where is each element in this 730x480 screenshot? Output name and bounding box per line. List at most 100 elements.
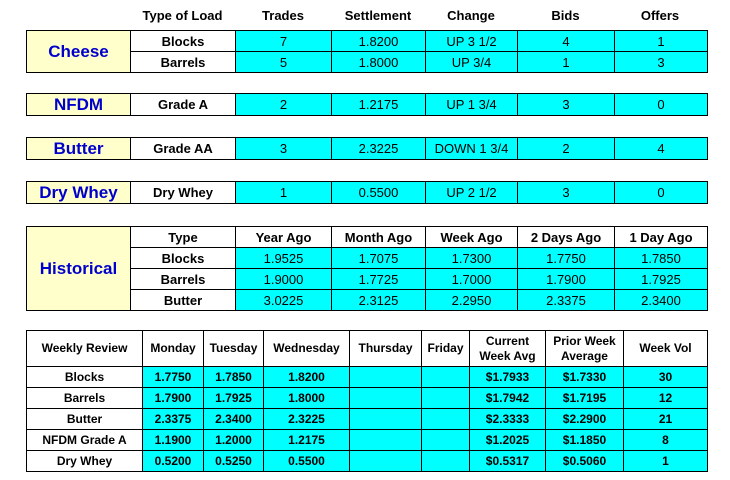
weekly-header-label: Weekly Review bbox=[26, 330, 143, 367]
header-type-of-load: Type of Load bbox=[142, 8, 223, 23]
nfdm-label: NFDM bbox=[26, 93, 131, 116]
drywhey-bids: 3 bbox=[517, 181, 615, 204]
cheese-barrels-change: UP 3/4 bbox=[425, 51, 518, 73]
header-trades: Trades bbox=[262, 8, 304, 23]
weekly-cell: $1.7942 bbox=[469, 387, 546, 409]
weekly-cell bbox=[349, 408, 422, 430]
historical-header-month-ago: Month Ago bbox=[331, 226, 426, 248]
nfdm-settlement: 1.2175 bbox=[331, 93, 426, 116]
weekly-cell: $1.7330 bbox=[545, 366, 624, 388]
cheese-barrels-type: Barrels bbox=[130, 51, 236, 73]
butter-table: Butter Grade AA 3 2.3225 DOWN 1 3/4 2 4 bbox=[26, 137, 708, 160]
weekly-cell: $2.3333 bbox=[469, 408, 546, 430]
weekly-cell: 1.2175 bbox=[263, 429, 350, 451]
weekly-cell bbox=[349, 387, 422, 409]
header-offers: Offers bbox=[640, 8, 680, 23]
weekly-cell bbox=[421, 366, 470, 388]
weekly-cell bbox=[349, 450, 422, 472]
weekly-cell bbox=[421, 387, 470, 409]
cheese-barrels-trades: 5 bbox=[235, 51, 332, 73]
weekly-cell: 1.2000 bbox=[203, 429, 264, 451]
drywhey-label: Dry Whey bbox=[26, 181, 131, 204]
cheese-blocks-change: UP 3 1/2 bbox=[425, 30, 518, 52]
weekly-cell: 1.8200 bbox=[263, 366, 350, 388]
weekly-header-thursday: Thursday bbox=[349, 330, 422, 367]
weekly-cell: 1 bbox=[623, 450, 708, 472]
weekly-cell: 0.5250 bbox=[203, 450, 264, 472]
cheese-label: Cheese bbox=[26, 30, 131, 73]
weekly-cell: $2.2900 bbox=[545, 408, 624, 430]
weekly-cell: 0.5500 bbox=[263, 450, 350, 472]
historical-cell: 2.3400 bbox=[614, 289, 708, 311]
nfdm-table: NFDM Grade A 2 1.2175 UP 1 3/4 3 0 bbox=[26, 93, 708, 116]
historical-label: Historical bbox=[26, 226, 131, 311]
historical-cell: 2.2950 bbox=[425, 289, 518, 311]
historical-cell: 1.7750 bbox=[517, 247, 615, 269]
weekly-header-wednesday: Wednesday bbox=[263, 330, 350, 367]
drywhey-offers: 0 bbox=[614, 181, 708, 204]
weekly-cell: $1.1850 bbox=[545, 429, 624, 451]
nfdm-type: Grade A bbox=[130, 93, 236, 116]
nfdm-change: UP 1 3/4 bbox=[425, 93, 518, 116]
butter-trades: 3 bbox=[235, 137, 332, 160]
weekly-cell: 1.1900 bbox=[142, 429, 204, 451]
weekly-cell bbox=[349, 429, 422, 451]
historical-header-type: Type bbox=[130, 226, 236, 248]
weekly-cell: 2.3375 bbox=[142, 408, 204, 430]
historical-header-year-ago: Year Ago bbox=[235, 226, 332, 248]
nfdm-trades: 2 bbox=[235, 93, 332, 116]
header-bids: Bids bbox=[551, 8, 580, 23]
cheese-barrels-offers: 3 bbox=[614, 51, 708, 73]
weekly-cell: 1.7900 bbox=[142, 387, 204, 409]
weekly-header-tuesday: Tuesday bbox=[203, 330, 264, 367]
weekly-cell: 1.7750 bbox=[142, 366, 204, 388]
header-settlement: Settlement bbox=[344, 8, 412, 23]
weekly-header-prior-week-average: Prior Week Average bbox=[545, 330, 624, 367]
weekly-header-current-week-avg: Current Week Avg bbox=[469, 330, 546, 367]
weekly-cell: 1.7850 bbox=[203, 366, 264, 388]
cheese-table: Cheese Blocks 7 1.8200 UP 3 1/2 4 1 Barr… bbox=[26, 30, 708, 73]
drywhey-type: Dry Whey bbox=[130, 181, 236, 204]
cheese-barrels-bids: 1 bbox=[517, 51, 615, 73]
cheese-blocks-type: Blocks bbox=[130, 30, 236, 52]
weekly-cell: $1.7933 bbox=[469, 366, 546, 388]
weekly-cell bbox=[421, 429, 470, 451]
butter-bids: 2 bbox=[517, 137, 615, 160]
weekly-review-table: Weekly Review Monday Tuesday Wednesday T… bbox=[26, 330, 708, 472]
weekly-cell: 2.3225 bbox=[263, 408, 350, 430]
weekly-row-label: NFDM Grade A bbox=[26, 429, 143, 451]
cheese-blocks-trades: 7 bbox=[235, 30, 332, 52]
weekly-cell: 1.8000 bbox=[263, 387, 350, 409]
historical-cell: 1.7900 bbox=[517, 268, 615, 290]
weekly-header-week-vol: Week Vol bbox=[623, 330, 708, 367]
historical-row-type: Blocks bbox=[130, 247, 236, 269]
historical-cell: 1.7725 bbox=[331, 268, 426, 290]
weekly-cell bbox=[421, 408, 470, 430]
weekly-cell: 2.3400 bbox=[203, 408, 264, 430]
weekly-cell bbox=[421, 450, 470, 472]
weekly-cell: 12 bbox=[623, 387, 708, 409]
historical-cell: 1.9000 bbox=[235, 268, 332, 290]
cheese-blocks-settlement: 1.8200 bbox=[331, 30, 426, 52]
historical-row-type: Barrels bbox=[130, 268, 236, 290]
historical-cell: 3.0225 bbox=[235, 289, 332, 311]
historical-cell: 1.7000 bbox=[425, 268, 518, 290]
butter-offers: 4 bbox=[614, 137, 708, 160]
header-change: Change bbox=[447, 8, 495, 23]
historical-header-1-day-ago: 1 Day Ago bbox=[614, 226, 708, 248]
drywhey-table: Dry Whey Dry Whey 1 0.5500 UP 2 1/2 3 0 bbox=[26, 181, 708, 204]
weekly-cell: $0.5317 bbox=[469, 450, 546, 472]
butter-change: DOWN 1 3/4 bbox=[425, 137, 518, 160]
historical-row-type: Butter bbox=[130, 289, 236, 311]
butter-label: Butter bbox=[26, 137, 131, 160]
historical-cell: 1.7300 bbox=[425, 247, 518, 269]
historical-cell: 1.9525 bbox=[235, 247, 332, 269]
historical-header-week-ago: Week Ago bbox=[425, 226, 518, 248]
cheese-blocks-bids: 4 bbox=[517, 30, 615, 52]
nfdm-bids: 3 bbox=[517, 93, 615, 116]
weekly-header-friday: Friday bbox=[421, 330, 470, 367]
weekly-cell: $1.2025 bbox=[469, 429, 546, 451]
weekly-row-label: Blocks bbox=[26, 366, 143, 388]
weekly-cell bbox=[349, 366, 422, 388]
weekly-cell: 8 bbox=[623, 429, 708, 451]
